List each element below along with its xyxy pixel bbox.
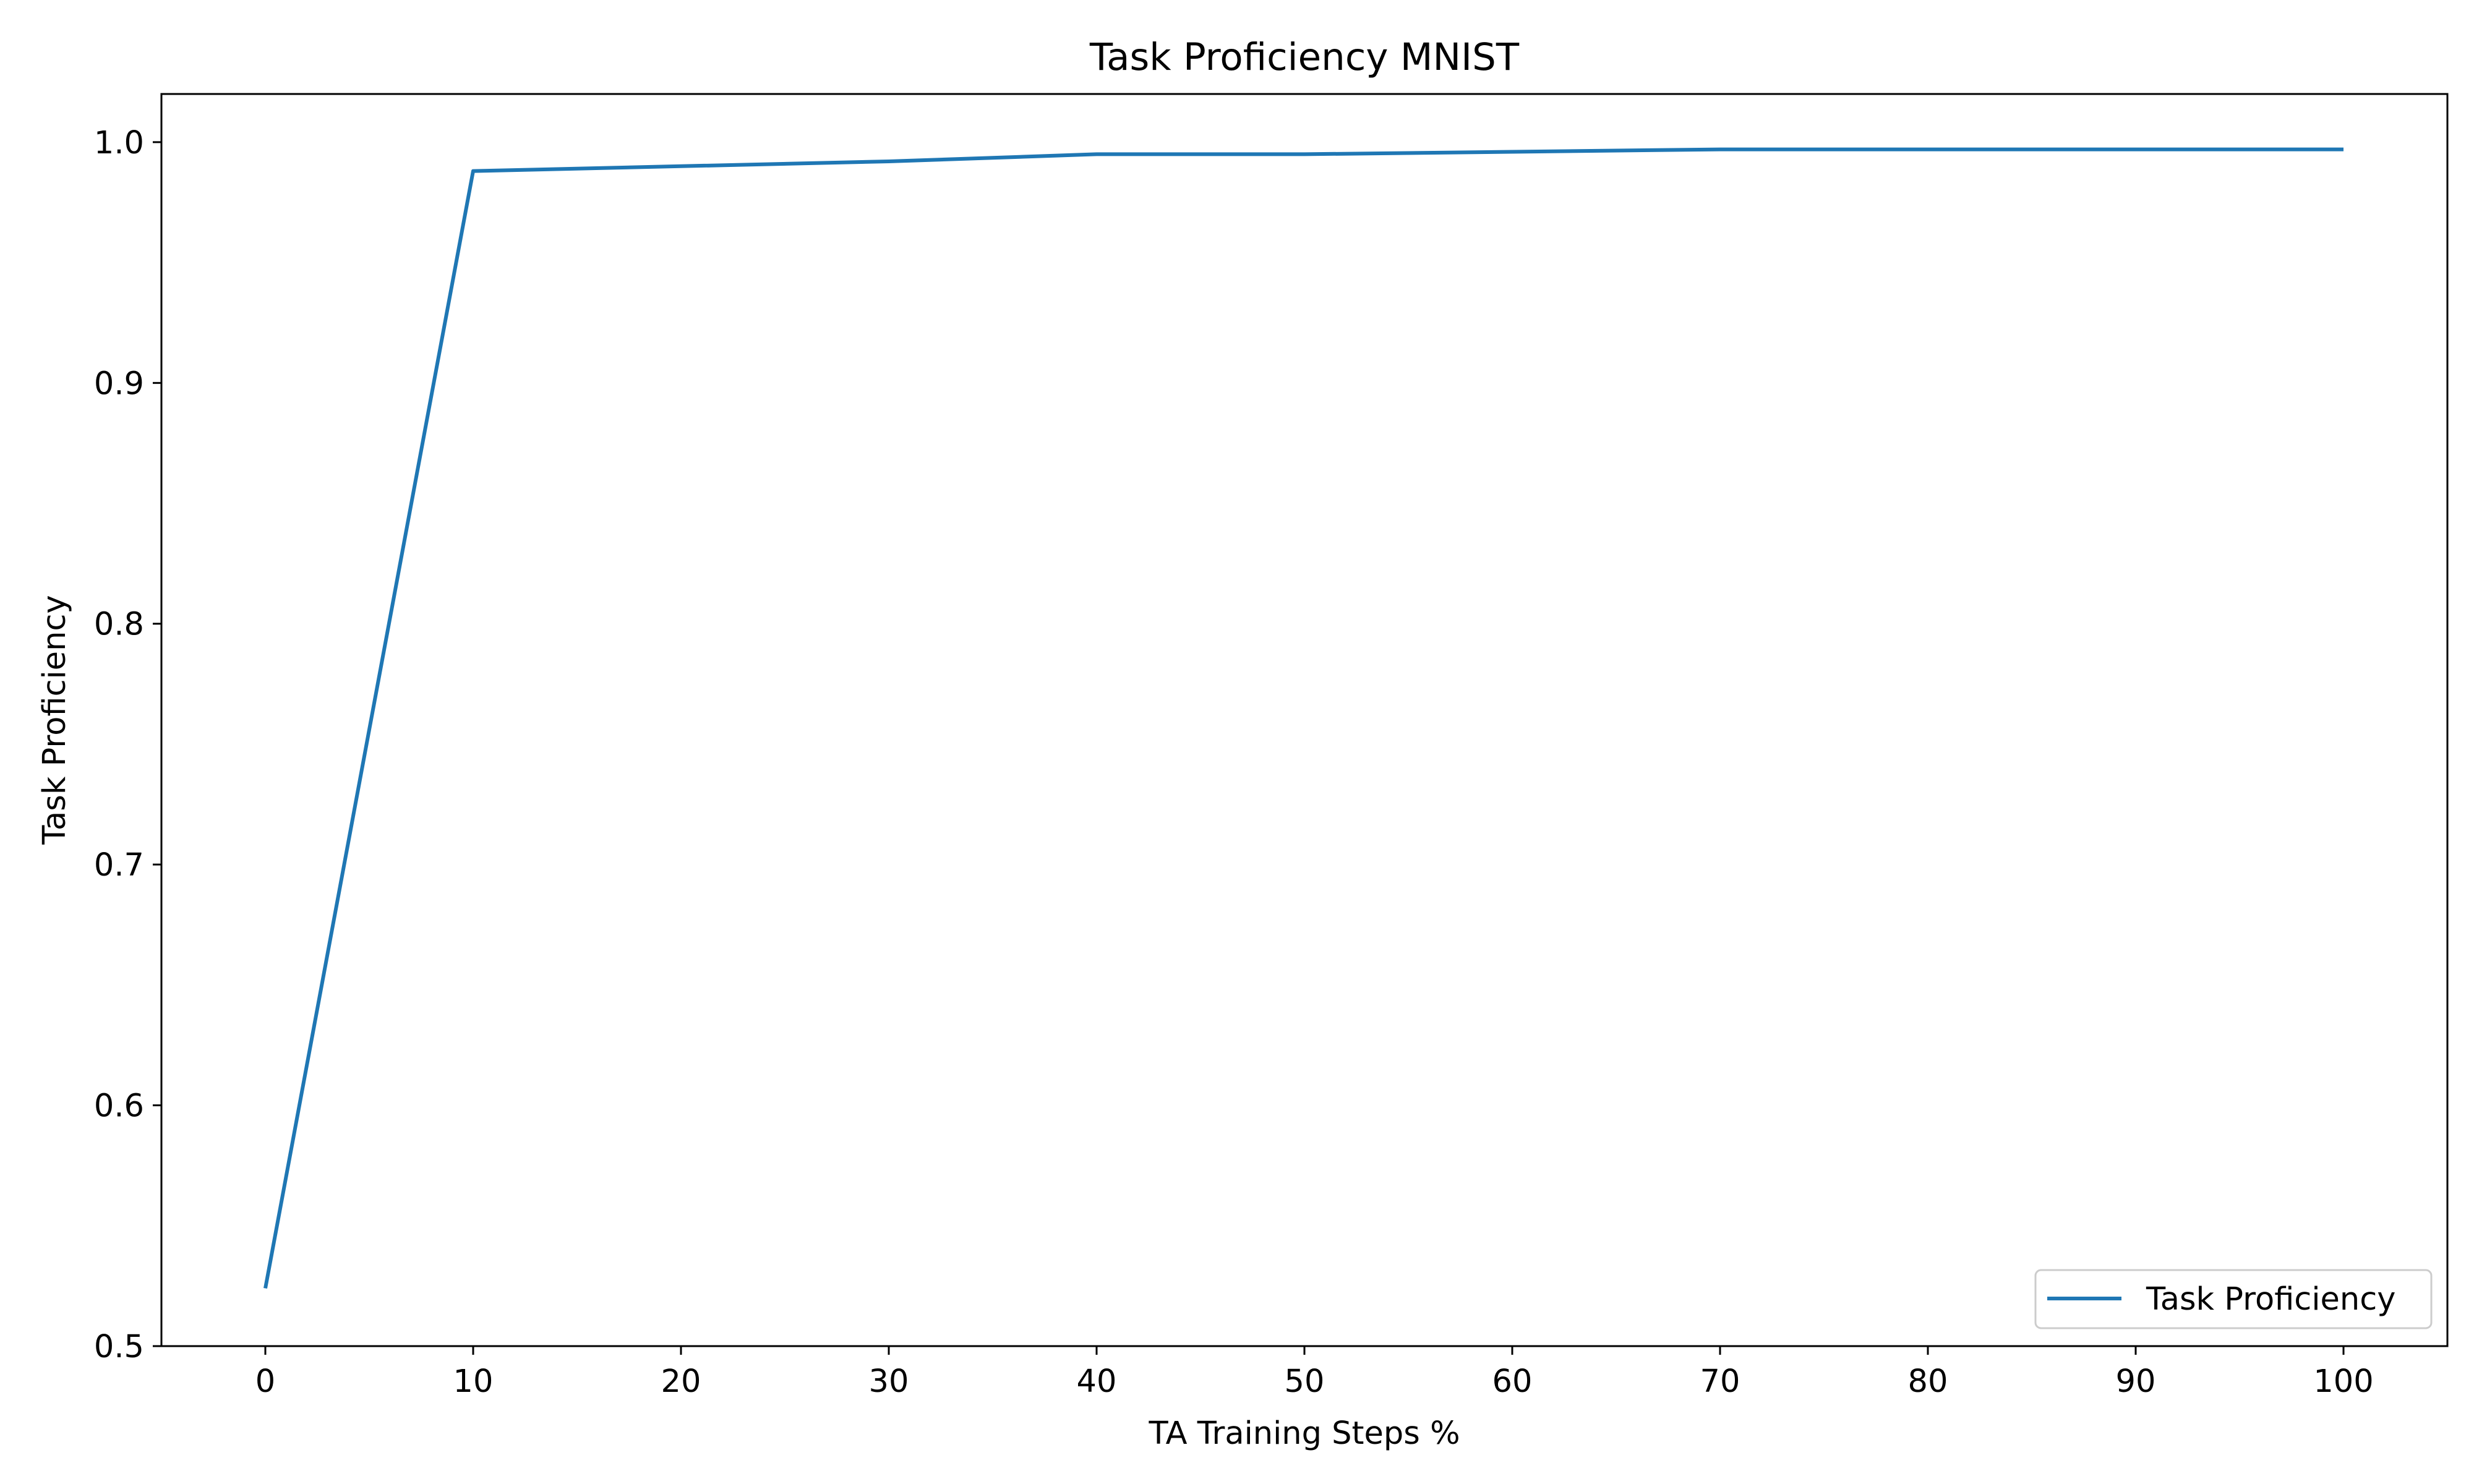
series-point [1718, 148, 1722, 151]
y-axis-ticks: 0.5 0.6 0.7 0.8 0.9 1.0 [94, 125, 161, 1365]
x-tick-label: 20 [661, 1363, 701, 1400]
y-tick-label: 1.0 [94, 125, 144, 161]
y-tick-label: 0.5 [94, 1329, 144, 1365]
legend-label: Task Proficiency [2146, 1281, 2395, 1318]
plot-area-frame [160, 93, 2449, 1347]
series-point [471, 169, 475, 173]
x-tick-label: 70 [1700, 1363, 1740, 1400]
x-tick-label: 80 [1908, 1363, 1948, 1400]
y-tick-label: 0.6 [94, 1088, 144, 1125]
series-point [2134, 148, 2138, 151]
x-tick-label: 0 [255, 1363, 275, 1400]
series-point [1510, 150, 1514, 153]
series-layer [263, 147, 2345, 1290]
y-tick-label: 0.8 [94, 607, 144, 643]
x-axis-label: TA Training Steps % [1148, 1415, 1460, 1452]
x-tick-label: 60 [1492, 1363, 1533, 1400]
series-point [263, 1287, 267, 1290]
y-tick-label: 0.9 [94, 365, 144, 402]
x-tick-label: 40 [1077, 1363, 1117, 1400]
x-tick-label: 100 [2313, 1363, 2373, 1400]
y-axis-label: Task Proficiency [36, 595, 73, 845]
legend: Task Proficiency [2034, 1269, 2433, 1329]
x-tick-label: 30 [869, 1363, 909, 1400]
series-point [679, 164, 683, 168]
series-line-0 [263, 147, 2343, 1289]
series-point [887, 160, 891, 163]
series-point [1303, 152, 1306, 156]
x-tick-label: 90 [2116, 1363, 2156, 1400]
x-axis-ticks: 0 10 20 30 40 50 60 70 80 90 100 [255, 1346, 2374, 1400]
legend-box [2034, 1269, 2433, 1329]
series-point [1926, 148, 1930, 151]
x-tick-label: 50 [1285, 1363, 1325, 1400]
chart-title: Task Proficiency MNIST [1089, 35, 1520, 79]
series-point [1095, 152, 1098, 156]
series-point [2342, 148, 2345, 151]
y-tick-label: 0.7 [94, 847, 144, 884]
x-tick-label: 10 [453, 1363, 494, 1400]
